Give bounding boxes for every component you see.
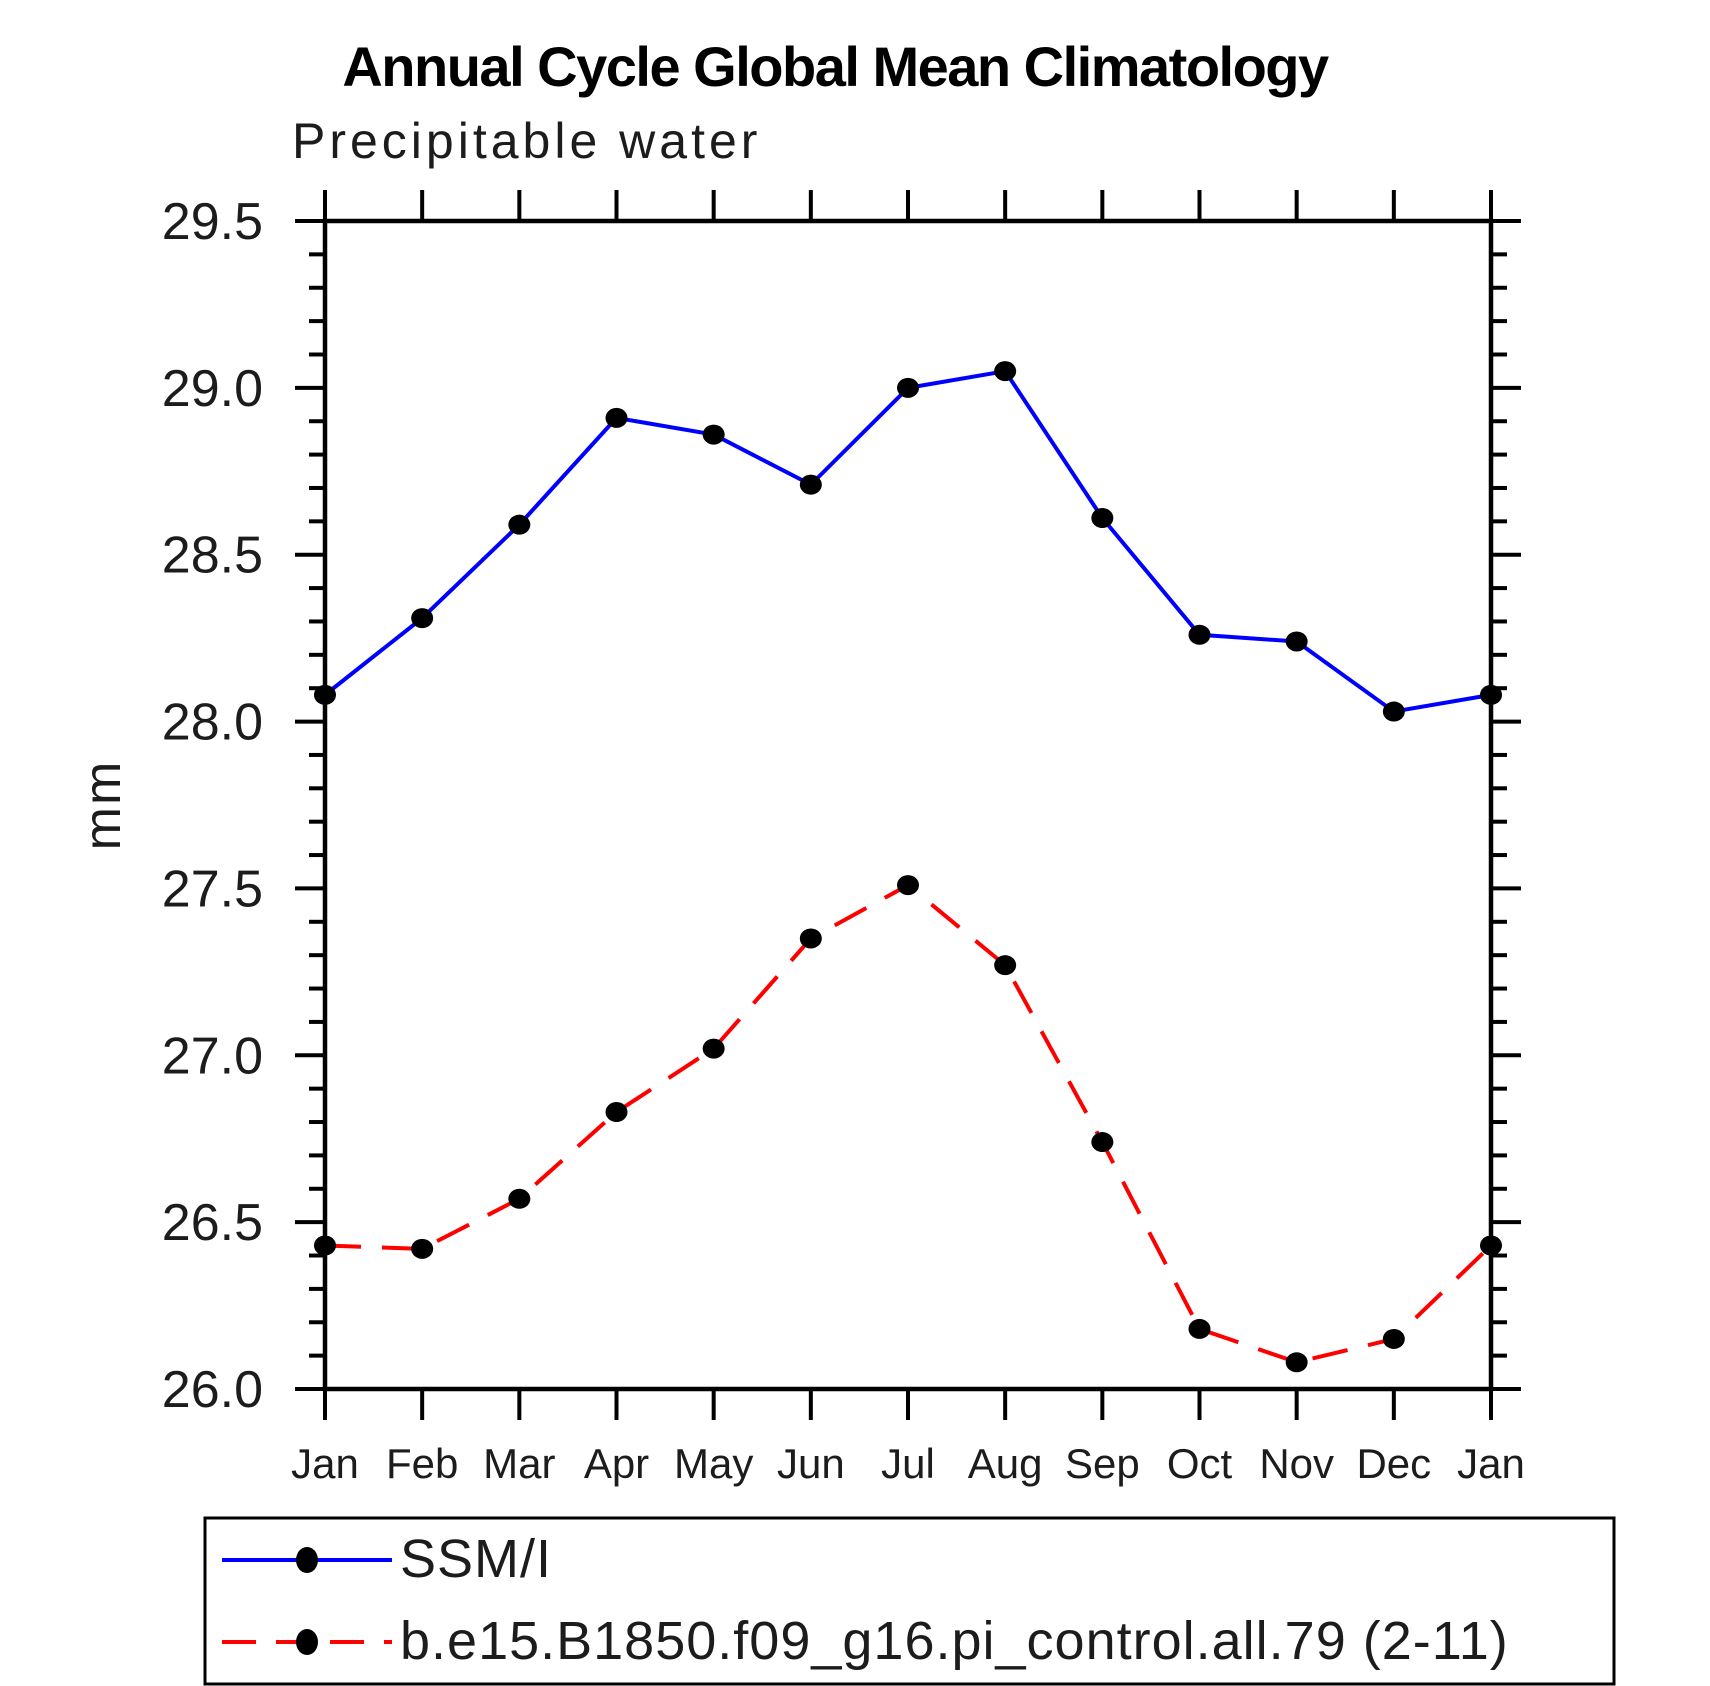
data-point [897,875,919,896]
chart-title: Annual Cycle Global Mean Climatology [342,35,1329,98]
data-point [1382,701,1405,722]
data-point [1480,684,1502,705]
legend-marker-series-1 [296,1629,318,1655]
data-point [605,1102,628,1123]
data-point [1091,508,1114,529]
data-point [411,1238,434,1259]
x-tick-label: Jan [1457,1440,1525,1487]
x-tick-label: Apr [584,1440,649,1487]
series-line-1 [324,883,1493,1365]
x-tick-label: Dec [1356,1440,1431,1487]
data-point [799,928,822,949]
legend-marker-series-0 [296,1547,318,1573]
y-tick-label: 28.0 [162,694,263,752]
x-tick-labels: Jan Feb Mar Apr May Jun Jul Aug Sep Oct Nov Dec Jan [291,1440,1525,1487]
data-point [314,684,336,705]
data-point [1382,1328,1405,1349]
series-line-0 [323,369,1492,714]
data-point [994,361,1017,382]
y-tick-label: 27.5 [162,860,263,918]
series-lines [314,361,1502,1373]
data-point [508,514,531,535]
y-tick-label: 29.5 [162,193,263,251]
data-point [1285,1352,1308,1373]
legend-label-series-0: SSM/I [400,1529,552,1589]
x-tick-label: Oct [1167,1440,1233,1487]
chart-subtitle: Precipitable water [292,113,762,169]
x-tick-label: Sep [1065,1440,1140,1487]
y-tick-label: 29.0 [162,360,263,418]
data-point [605,407,628,428]
data-point [897,377,919,398]
data-point [1188,1318,1211,1339]
y-ticks [295,219,1521,1391]
x-tick-label: Mar [483,1440,555,1487]
data-point [1285,631,1308,652]
y-tick-label: 26.0 [162,1361,263,1419]
data-point [314,1235,336,1256]
x-tick-label: Jun [777,1440,845,1487]
x-tick-label: Jan [291,1440,359,1487]
x-tick-label: Jul [881,1440,935,1487]
data-point [1480,1235,1502,1256]
legend-box [203,1516,1616,1686]
legend: SSM/I b.e15.B1850.f09_g16.pi_control.all… [203,1516,1616,1686]
data-point [702,424,725,445]
data-point [1091,1132,1114,1153]
data-point [411,608,434,629]
y-tick-label: 27.0 [162,1027,263,1085]
data-point [1188,624,1211,645]
legend-label-series-1: b.e15.B1850.f09_g16.pi_control.all.79 (2… [400,1611,1509,1671]
data-point [994,955,1017,976]
data-point [508,1188,531,1209]
x-ticks [323,190,1493,1420]
x-tick-label: Feb [386,1440,458,1487]
x-tick-label: Aug [968,1440,1043,1487]
y-tick-labels: 26.0 26.5 27.0 27.5 28.0 28.5 29.0 29.5 [162,193,263,1419]
y-tick-label: 26.5 [162,1194,263,1252]
data-point [702,1038,725,1059]
x-tick-label: Nov [1259,1440,1334,1487]
data-point [799,474,822,495]
y-tick-label: 28.5 [162,527,263,585]
x-tick-label: May [674,1440,753,1487]
